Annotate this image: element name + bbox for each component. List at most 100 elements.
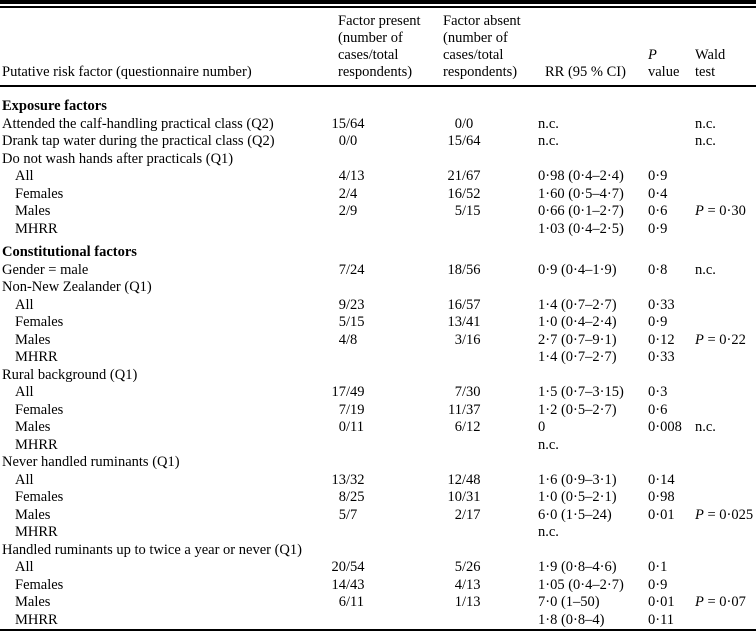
table-row: All 9/23 16/57 1·4 (0·7–2·7) 0·33 (0, 297, 756, 315)
table-row: Males 6/11 1/13 7·0 (1–50) 0·01 P = 0·07 (0, 594, 756, 612)
table-top-rule-thin (0, 6, 756, 8)
rr-ci-value: 1·4 (0·7–2·7) (538, 349, 617, 365)
risk-factor-label: Females (15, 314, 64, 330)
rr-ci-value: 1·9 (0·8–4·6) (538, 559, 617, 575)
rr-ci-value: 1·5 (0·7–3·15) (538, 384, 624, 400)
table-row: All 4/13 21/67 0·98 (0·4–2·4) 0·9 (0, 168, 756, 186)
wald-test-value: n.c. (695, 419, 716, 435)
factor-absent-value: 0/0 (454, 115, 474, 132)
wald-test-value: P = 0·30 (695, 203, 746, 219)
p-value: 0·008 (648, 419, 682, 435)
risk-factor-label: Non-New Zealander (Q1) (2, 279, 152, 295)
risk-factor-label: Males (15, 419, 51, 435)
factor-absent-value: 11/37 (448, 401, 481, 418)
p-value: 0·9 (648, 314, 668, 330)
table-row: Non-New Zealander (Q1) (0, 279, 756, 297)
p-value: 0·4 (648, 185, 668, 202)
table-row: MHRR 1·8 (0·8–4) 0·11 (0, 612, 756, 630)
p-symbol-label: P (648, 47, 657, 63)
factor-present-value: 5/15 (338, 314, 365, 330)
risk-factor-label: Females (15, 185, 64, 202)
table-row: Males 5/7 2/17 6·0 (1·5–24) 0·01 P = 0·025 (0, 507, 756, 525)
risk-factor-label: MHRR (15, 524, 58, 540)
column-header-factor-present: Factor present (number of cases/total re… (338, 13, 421, 80)
factor-absent-value: 21/67 (447, 168, 481, 184)
rr-ci-value: n.c. (538, 133, 559, 149)
rr-ci-value: 1·05 (0·4–2·7) (538, 576, 624, 593)
rr-ci-value: 1·0 (0·4–2·4) (538, 314, 617, 330)
table-row: Males 0/11 6/12 0 0·008 n.c. (0, 419, 756, 437)
table-row: Females 2/4 16/52 1·60 (0·5–4·7) 0·4 (0, 186, 756, 204)
column-header-factor-absent: Factor absent (number of cases/total res… (443, 13, 521, 80)
risk-factor-label: MHRR (15, 436, 58, 453)
factor-absent-value: 12/48 (447, 471, 481, 488)
wald-test-value: P = 0·07 (695, 594, 746, 610)
risk-factor-label: Handled ruminants up to twice a year or … (2, 541, 302, 558)
factor-absent-value: 10/31 (447, 489, 481, 505)
risk-factor-label: Males (15, 203, 51, 219)
risk-factor-label: MHRR (15, 611, 58, 628)
wald-test-value: P = 0·025 (695, 506, 754, 523)
section-title: Constitutional factors (2, 244, 137, 260)
p-value: 0·1 (648, 559, 668, 575)
risk-factor-label: Males (15, 506, 51, 523)
wald-test-value: n.c. (695, 261, 716, 278)
risk-factor-label: All (15, 471, 34, 488)
risk-factor-label: Rural background (Q1) (2, 366, 138, 383)
table-row: Males 4/8 3/16 2·7 (0·7–9·1) 0·12 P = 0·22 (0, 332, 756, 350)
p-value: 0·8 (648, 261, 668, 278)
factor-present-value: 15/64 (331, 115, 365, 132)
column-header-risk-factor: Putative risk factor (questionnaire numb… (2, 64, 252, 80)
risk-factor-label: MHRR (15, 349, 58, 365)
rr-ci-value: 1·03 (0·4–2·5) (538, 220, 624, 237)
p-value: 0·3 (648, 384, 668, 400)
factor-present-value: 0/11 (338, 419, 364, 435)
factor-present-value: 13/32 (331, 471, 365, 488)
p-value: 0·01 (648, 506, 675, 523)
table-row: Handled ruminants up to twice a year or … (0, 542, 756, 560)
rr-ci-value: 1·4 (0·7–2·7) (538, 296, 617, 313)
factor-absent-value: 16/52 (447, 185, 481, 202)
rr-ci-value: 0 (538, 419, 546, 435)
factor-present-value: 7/24 (338, 261, 365, 278)
risk-factor-label: Males (15, 594, 51, 610)
p-value: 0·11 (648, 611, 675, 628)
wald-test-value: n.c. (695, 133, 716, 149)
p-value: 0·9 (648, 220, 668, 237)
rr-ci-value: n.c. (538, 524, 559, 540)
factor-present-value: 20/54 (331, 559, 365, 575)
factor-absent-value: 6/12 (454, 419, 481, 435)
table-row: Females 8/25 10/31 1·0 (0·5–2·1) 0·98 (0, 489, 756, 507)
factor-present-value: 4/13 (338, 168, 365, 184)
risk-factor-label: Females (15, 489, 64, 505)
table-row: Females 14/43 4/13 1·05 (0·4–2·7) 0·9 (0, 577, 756, 595)
factor-absent-value: 5/15 (454, 203, 481, 219)
section-title: Exposure factors (2, 98, 107, 114)
table-row: All 17/49 7/30 1·5 (0·7–3·15) 0·3 (0, 384, 756, 402)
risk-factor-label: Never handled ruminants (Q1) (2, 454, 180, 470)
p-value: 0·33 (648, 349, 675, 365)
table-body: Exposure factors Attended the calf-handli… (0, 87, 756, 629)
table-header-row: Putative risk factor (questionnaire numb… (0, 8, 756, 85)
wald-test-value: n.c. (695, 115, 716, 132)
factor-present-value: 5/7 (338, 506, 358, 523)
table-bottom-rule-thin (0, 629, 756, 631)
factor-present-value: 2/4 (338, 185, 358, 202)
factor-absent-value: 18/56 (447, 261, 481, 278)
table-row: MHRR 1·4 (0·7–2·7) 0·33 (0, 349, 756, 367)
factor-present-value: 14/43 (331, 576, 365, 593)
table-row: Females 5/15 13/41 1·0 (0·4–2·4) 0·9 (0, 314, 756, 332)
table-row: Do not wash hands after practicals (Q1) (0, 151, 756, 169)
risk-factor-label: Females (15, 576, 64, 593)
p-value-word-label: value (648, 64, 680, 80)
column-header-wald-test: Wald test (692, 47, 756, 81)
risk-factor-label: All (15, 296, 34, 313)
rr-ci-value: 2·7 (0·7–9·1) (538, 331, 617, 348)
p-value: 0·6 (648, 203, 668, 219)
wald-test-value: P = 0·22 (695, 331, 746, 348)
factor-absent-value: 4/13 (454, 576, 481, 593)
table-row: Drank tap water during the practical cla… (0, 133, 756, 151)
table-row: MHRR 1·03 (0·4–2·5) 0·9 (0, 221, 756, 239)
rr-ci-value: 0·9 (0·4–1·9) (538, 261, 617, 278)
